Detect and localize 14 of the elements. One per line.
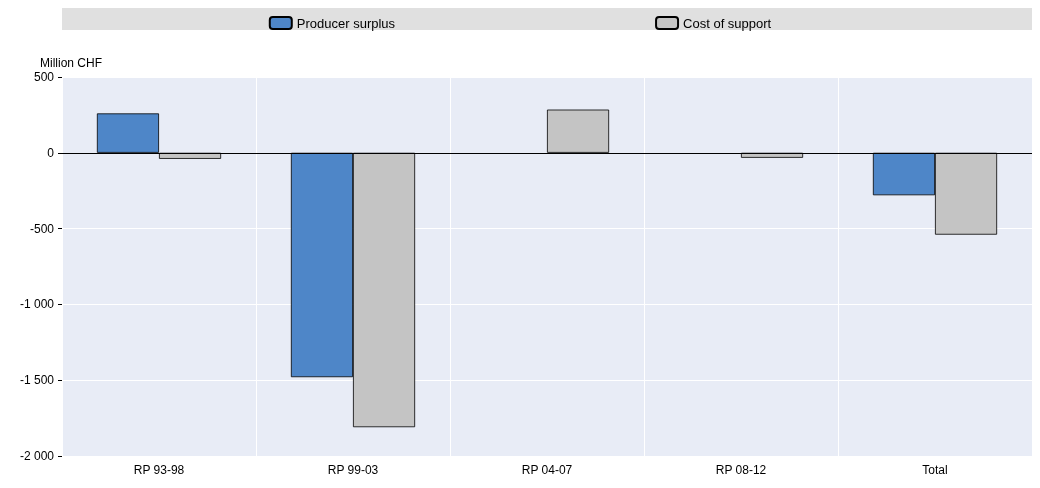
x-tick-label: RP 04-07	[521, 463, 573, 477]
y-tick-label: 500	[33, 70, 55, 84]
x-tick-label: RP 99-03	[327, 463, 379, 477]
y-tick-label: -500	[29, 221, 55, 236]
x-tick-label: RP 93-98	[133, 463, 185, 477]
x-tick-label: Total	[922, 463, 948, 477]
y-tick-label: -1 500	[19, 373, 55, 388]
y-tick-label: -2 000	[19, 449, 55, 463]
y-axis-title: Million CHF	[39, 56, 102, 70]
x-tick-label: RP 08-12	[715, 463, 767, 477]
legend-label: Cost of support	[683, 15, 772, 31]
y-tick-label: 0	[47, 145, 55, 160]
y-tick-label: -1 000	[19, 297, 55, 312]
legend-label: Producer surplus	[296, 15, 396, 31]
